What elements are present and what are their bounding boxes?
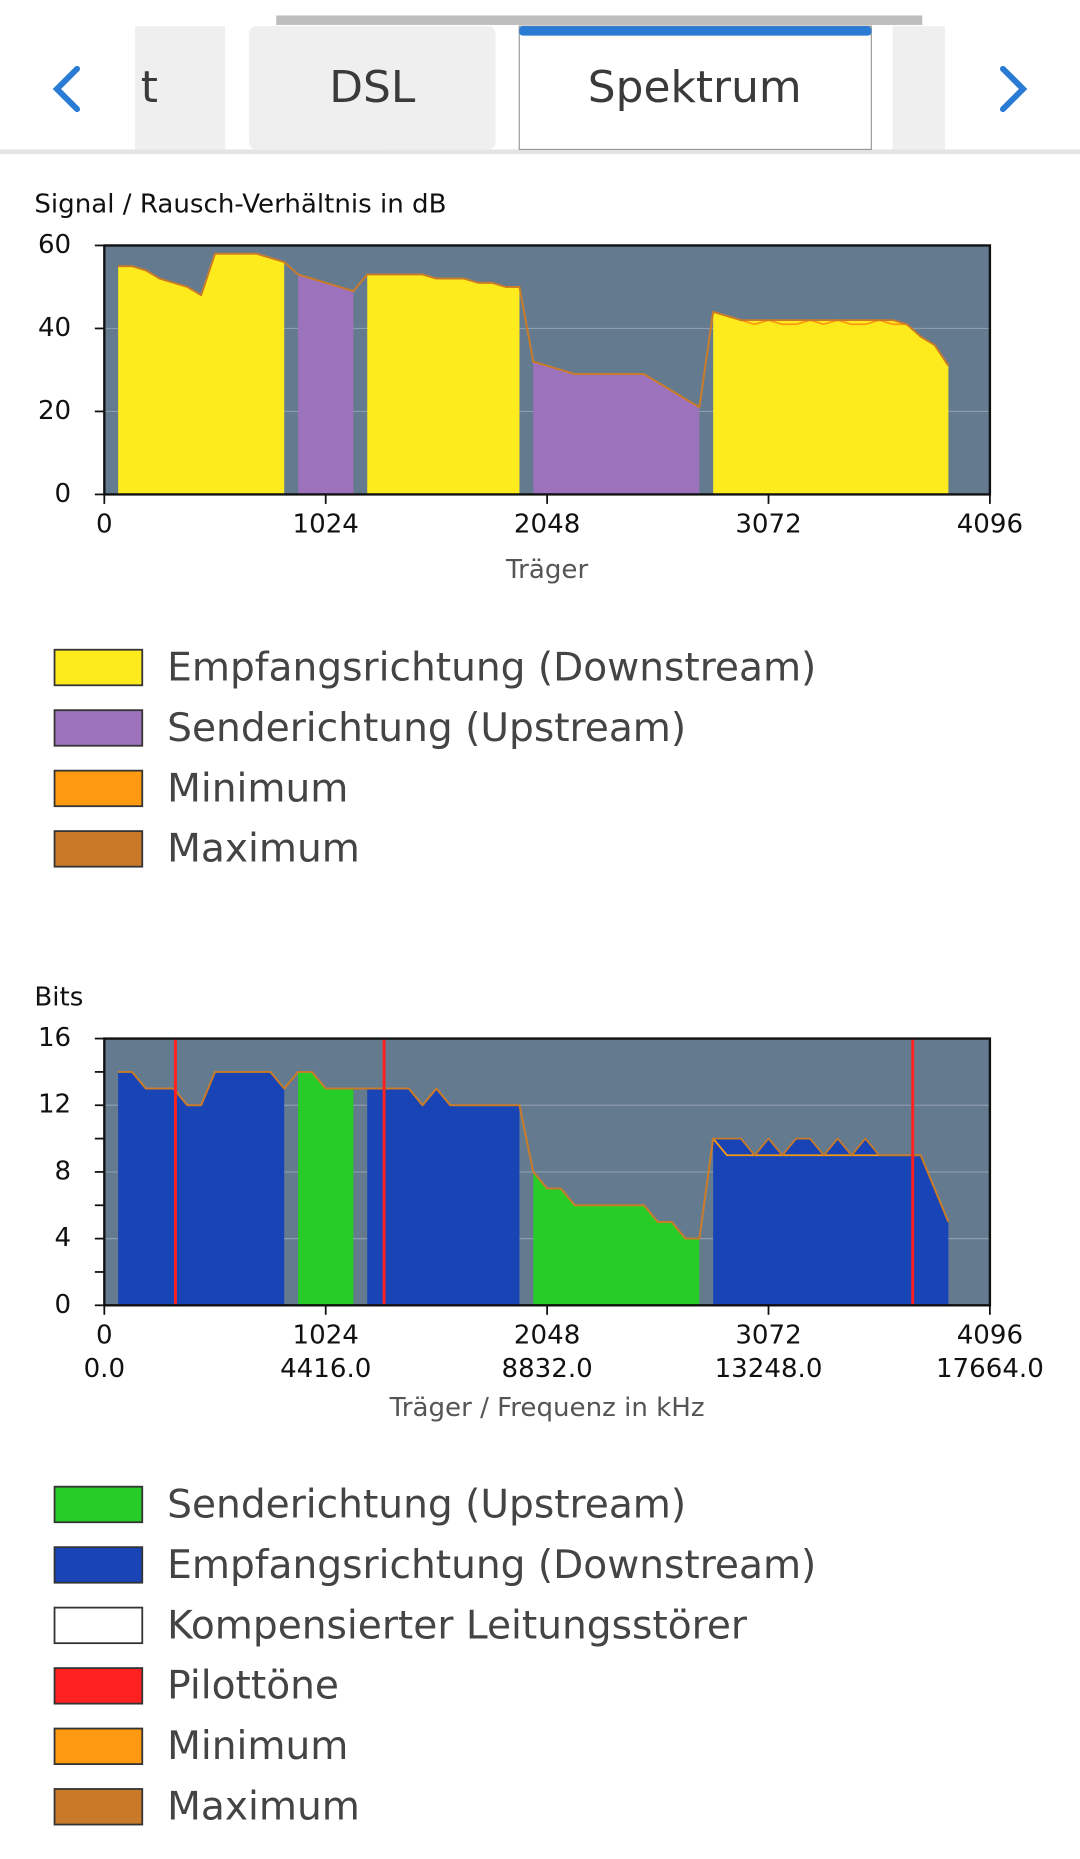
legend-label: Senderichtung (Upstream) <box>167 706 686 751</box>
line <box>118 252 950 409</box>
area <box>118 253 949 495</box>
tab[interactable] <box>135 26 226 150</box>
legend-swatch <box>53 709 144 747</box>
y-tick-label: 16 <box>38 1023 71 1053</box>
legend-label: Empfangsrichtung (Downstream) <box>167 645 816 690</box>
y-tick-label: 0 <box>55 1290 72 1320</box>
tab-label: Spektrum <box>588 62 802 113</box>
y-tick-label: 4 <box>55 1223 72 1253</box>
area <box>298 274 700 495</box>
legend-label: Kompensierter Leitungsstörer <box>167 1603 748 1648</box>
legend-swatch <box>53 1788 144 1826</box>
legend-swatch <box>53 1727 144 1765</box>
y-tick-label: 12 <box>38 1090 71 1120</box>
legend-label: Minimum <box>167 1724 348 1769</box>
nav-next[interactable] <box>999 65 1028 113</box>
tab-active[interactable] <box>518 25 872 151</box>
x-tick-label: 0 <box>96 1321 113 1351</box>
tab-active-indicator <box>519 26 872 36</box>
legend-swatch <box>53 1667 144 1705</box>
legend-swatch <box>53 1606 144 1645</box>
y-tick-label: 20 <box>38 396 71 426</box>
x-tick-label: 4096 <box>957 510 1023 540</box>
x2-tick-label: 4416.0 <box>280 1354 371 1384</box>
legend-swatch <box>53 769 144 808</box>
tab-label: t <box>141 62 158 113</box>
x-tick-label: 4096 <box>957 1321 1023 1351</box>
tab-bar-shadow <box>0 149 1080 155</box>
tab[interactable] <box>248 26 496 150</box>
legend-label: Senderichtung (Upstream) <box>167 1482 686 1527</box>
legend-swatch <box>53 1485 144 1524</box>
legend-label: Maximum <box>167 827 360 872</box>
legend-label: Minimum <box>167 766 348 811</box>
x-tick-label: 3072 <box>735 510 801 540</box>
area <box>118 1071 949 1306</box>
x2-tick-label: 13248.0 <box>715 1354 823 1384</box>
y-tick-label: 8 <box>55 1156 72 1186</box>
x-axis-label: Träger <box>505 555 588 585</box>
line <box>118 1071 950 1240</box>
area <box>298 1071 700 1306</box>
legend-swatch <box>53 830 144 868</box>
tab[interactable] <box>892 26 945 150</box>
x2-tick-label: 0.0 <box>84 1354 125 1384</box>
y-axis-label: Signal / Rausch-Verhältnis in dB <box>34 190 446 220</box>
x-tick-label: 3072 <box>735 1321 801 1351</box>
scroll-indicator <box>276 15 923 25</box>
y-tick-label: 40 <box>38 313 71 343</box>
legend-swatch <box>53 1546 144 1584</box>
x-axis-label: Träger / Frequenz in kHz <box>389 1393 705 1423</box>
legend-label: Pilottöne <box>167 1664 339 1709</box>
y-axis-label: Bits <box>34 983 83 1013</box>
x2-tick-label: 17664.0 <box>936 1354 1044 1384</box>
legend-label: Maximum <box>167 1785 360 1830</box>
x-tick-label: 1024 <box>293 1321 359 1351</box>
tab-label: DSL <box>329 62 416 113</box>
y-tick-label: 60 <box>38 230 71 260</box>
nav-prev[interactable] <box>52 65 81 113</box>
x-tick-label: 1024 <box>293 510 359 540</box>
legend-swatch <box>53 648 144 687</box>
x-tick-label: 2048 <box>514 510 580 540</box>
x-tick-label: 0 <box>96 510 113 540</box>
y-tick-label: 0 <box>55 479 72 509</box>
x2-tick-label: 8832.0 <box>501 1354 592 1384</box>
x-tick-label: 2048 <box>514 1321 580 1351</box>
legend-label: Empfangsrichtung (Downstream) <box>167 1543 816 1588</box>
